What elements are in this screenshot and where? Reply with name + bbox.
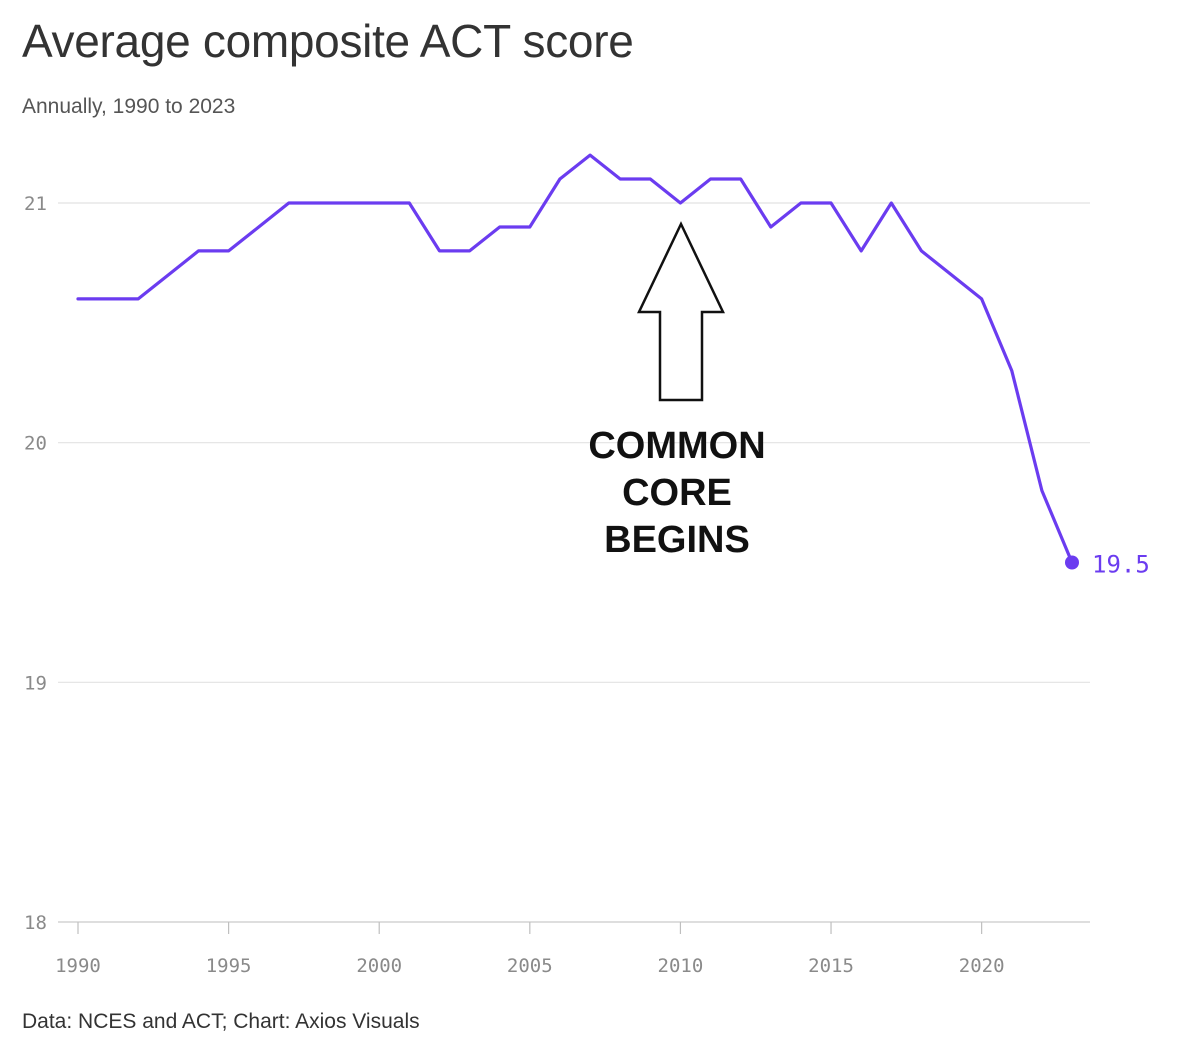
x-tick-label: 2010 (658, 955, 704, 977)
series-group: 19.5 (76, 153, 1150, 579)
up-arrow-icon (637, 221, 725, 402)
x-tick-label: 2005 (507, 955, 553, 977)
y-tick-label: 18 (24, 912, 47, 934)
x-tick-label: 2015 (808, 955, 854, 977)
y-tick-label: 20 (24, 433, 47, 455)
annotation-text-line-1: COMMON (588, 425, 765, 467)
annotation-text-line-3: BEGINS (604, 519, 750, 561)
y-tick-label: 21 (24, 193, 47, 215)
end-value-label: 19.5 (1092, 551, 1150, 579)
x-tick-label: 1990 (55, 955, 101, 977)
annotation-text-line-2: CORE (622, 472, 732, 514)
annotation-group: COMMON CORE BEGINS (588, 221, 766, 561)
y-axis-labels: 18 19 20 21 (24, 193, 47, 934)
y-tick-label: 19 (24, 672, 47, 694)
x-tick-label: 1995 (206, 955, 252, 977)
x-axis-ticks (77, 922, 983, 934)
series-line-0 (76, 153, 1074, 565)
chart-subtitle: Annually, 1990 to 2023 (22, 95, 236, 118)
x-axis-labels: 1990 1995 2000 2005 2010 2015 2020 (55, 955, 1004, 977)
end-point-marker (1065, 555, 1079, 570)
chart-source: Data: NCES and ACT; Chart: Axios Visuals (22, 1010, 420, 1033)
x-tick-label: 2020 (959, 955, 1005, 977)
chart-title: Average composite ACT score (22, 15, 634, 67)
grid-lines (58, 202, 1090, 923)
x-tick-label: 2000 (356, 955, 402, 977)
